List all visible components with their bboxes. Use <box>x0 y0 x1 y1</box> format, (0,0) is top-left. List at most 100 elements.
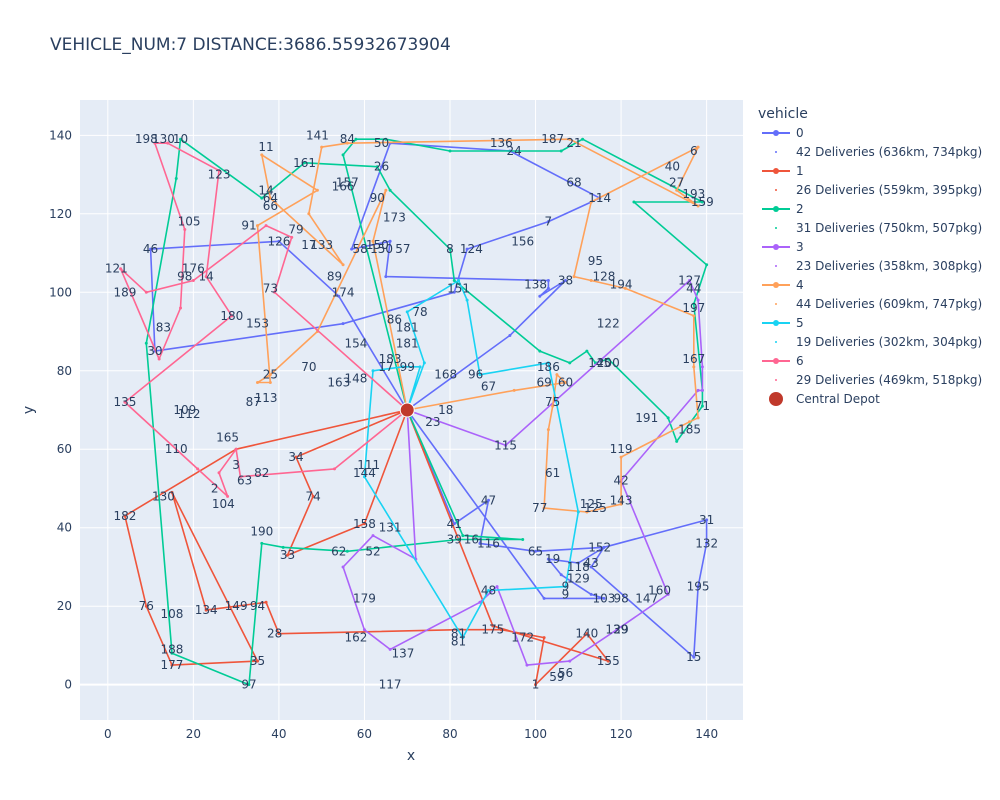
legend-item[interactable]: 23 Deliveries (358km, 308pkg) <box>775 259 982 273</box>
route-vehicle-1[interactable] <box>123 408 610 687</box>
legend-item[interactable]: 19 Deliveries (302km, 304pkg) <box>775 335 982 349</box>
route-stop-point <box>256 224 260 228</box>
customer-label: 68 <box>566 175 581 189</box>
route-stop-point <box>149 247 153 251</box>
customer-label: 177 <box>161 658 184 672</box>
route-stop-point <box>700 365 704 369</box>
customer-label: 89 <box>327 270 342 284</box>
route-stop-point <box>260 153 264 157</box>
legend-depot-swatch <box>769 392 783 406</box>
route-line-5 <box>363 279 580 639</box>
customer-label: 26 <box>374 160 389 174</box>
customer-label: 110 <box>165 442 188 456</box>
route-stop-point <box>666 592 670 596</box>
customer-label: 10 <box>173 132 188 146</box>
customer-label: 136 <box>490 136 513 150</box>
customer-label: 24 <box>507 144 522 158</box>
legend-label: 23 Deliveries (358km, 308pkg) <box>796 259 982 273</box>
route-line-0 <box>149 142 708 659</box>
route-stop-point <box>589 565 593 569</box>
grid <box>80 100 743 720</box>
legend-item[interactable]: 5 <box>762 316 804 330</box>
route-stop-point <box>183 227 187 231</box>
customer-label: 151 <box>447 281 470 295</box>
depot-layer <box>399 402 415 418</box>
legend-item[interactable]: 1 <box>762 164 804 178</box>
legend-item[interactable]: 3 <box>762 240 804 254</box>
customer-label: 19 <box>545 552 560 566</box>
legend-label: 3 <box>796 240 804 254</box>
route-stop-point <box>315 188 319 192</box>
route-stop-point <box>457 279 461 283</box>
chart-title: VEHICLE_NUM:7 DISTANCE:3686.55932673904 <box>50 35 451 55</box>
legend-item[interactable]: 0 <box>762 126 804 140</box>
route-stop-point <box>478 541 482 545</box>
legend-item[interactable]: 31 Deliveries (750km, 507pkg) <box>775 221 982 235</box>
route-stop-point <box>375 165 379 169</box>
route-stop-point <box>277 239 281 243</box>
customer-label: 67 <box>481 379 496 393</box>
route-stop-point <box>405 310 409 314</box>
route-stop-point <box>256 659 260 663</box>
customer-label: 30 <box>147 344 162 358</box>
legend-label: 1 <box>796 164 804 178</box>
customer-label: 152 <box>588 540 611 554</box>
legend-item[interactable]: 4 <box>762 278 804 292</box>
route-vehicle-4[interactable] <box>256 137 700 514</box>
legend[interactable]: vehicle 0 42 Deliveries (636km, 734pkg) 1 2… <box>758 106 982 406</box>
legend-item[interactable]: 26 Deliveries (559km, 395pkg) <box>775 183 982 197</box>
customer-label: 145 <box>588 356 611 370</box>
customer-label: 115 <box>494 438 517 452</box>
route-stop-point <box>264 224 268 228</box>
legend-item[interactable]: 29 Deliveries (469km, 518pkg) <box>775 373 982 387</box>
route-stop-point <box>615 628 619 632</box>
legend-item[interactable]: 2 <box>762 202 804 216</box>
customer-label: 123 <box>208 168 231 182</box>
route-stop-point <box>546 557 550 561</box>
customer-label: 56 <box>558 666 573 680</box>
customer-label: 141 <box>306 128 329 142</box>
route-stop-point <box>563 381 567 385</box>
customer-label: 39 <box>447 532 462 546</box>
legend-label: 4 <box>796 278 804 292</box>
route-stop-point <box>191 279 195 283</box>
route-stop-point <box>508 333 512 337</box>
legend-dot-swatch <box>775 303 777 305</box>
customer-label: 149 <box>225 599 248 613</box>
customer-label: 47 <box>481 493 496 507</box>
route-stop-point <box>688 279 692 283</box>
customer-label: 119 <box>610 442 633 456</box>
route-vehicle-0[interactable] <box>149 141 709 659</box>
route-stop-point <box>457 537 461 541</box>
legend-label: Central Depot <box>796 392 880 406</box>
route-stop-point <box>534 683 538 687</box>
route-stop-point <box>589 279 593 283</box>
customer-label: 112 <box>178 407 201 421</box>
route-stop-point <box>354 137 358 141</box>
customer-label: 191 <box>635 411 658 425</box>
legend-marker <box>773 358 779 364</box>
legend-item[interactable]: Central Depot <box>769 392 880 406</box>
route-stop-point <box>418 365 422 369</box>
route-stop-point <box>581 137 585 141</box>
route-stop-point <box>705 518 709 522</box>
customer-label: 129 <box>567 572 590 586</box>
customer-label: 34 <box>288 450 303 464</box>
route-vehicle-2[interactable] <box>144 137 709 687</box>
customer-label: 50 <box>374 136 389 150</box>
legend-item[interactable]: 6 <box>762 354 804 368</box>
route-stop-point <box>619 455 623 459</box>
legend-item[interactable]: 44 Deliveries (609km, 747pkg) <box>775 297 982 311</box>
customer-label: 179 <box>353 591 376 605</box>
legend-dot-swatch <box>775 151 777 153</box>
route-stop-point <box>696 204 700 208</box>
customer-label: 109 <box>173 403 196 417</box>
central-depot-marker[interactable] <box>399 402 415 418</box>
route-stop-point <box>696 145 700 149</box>
customer-label: 74 <box>305 489 320 503</box>
customer-label: 150 <box>366 238 389 252</box>
legend-item[interactable]: 42 Deliveries (636km, 734pkg) <box>775 145 982 159</box>
customer-label: 161 <box>293 156 316 170</box>
route-vehicle-5[interactable] <box>362 279 580 640</box>
